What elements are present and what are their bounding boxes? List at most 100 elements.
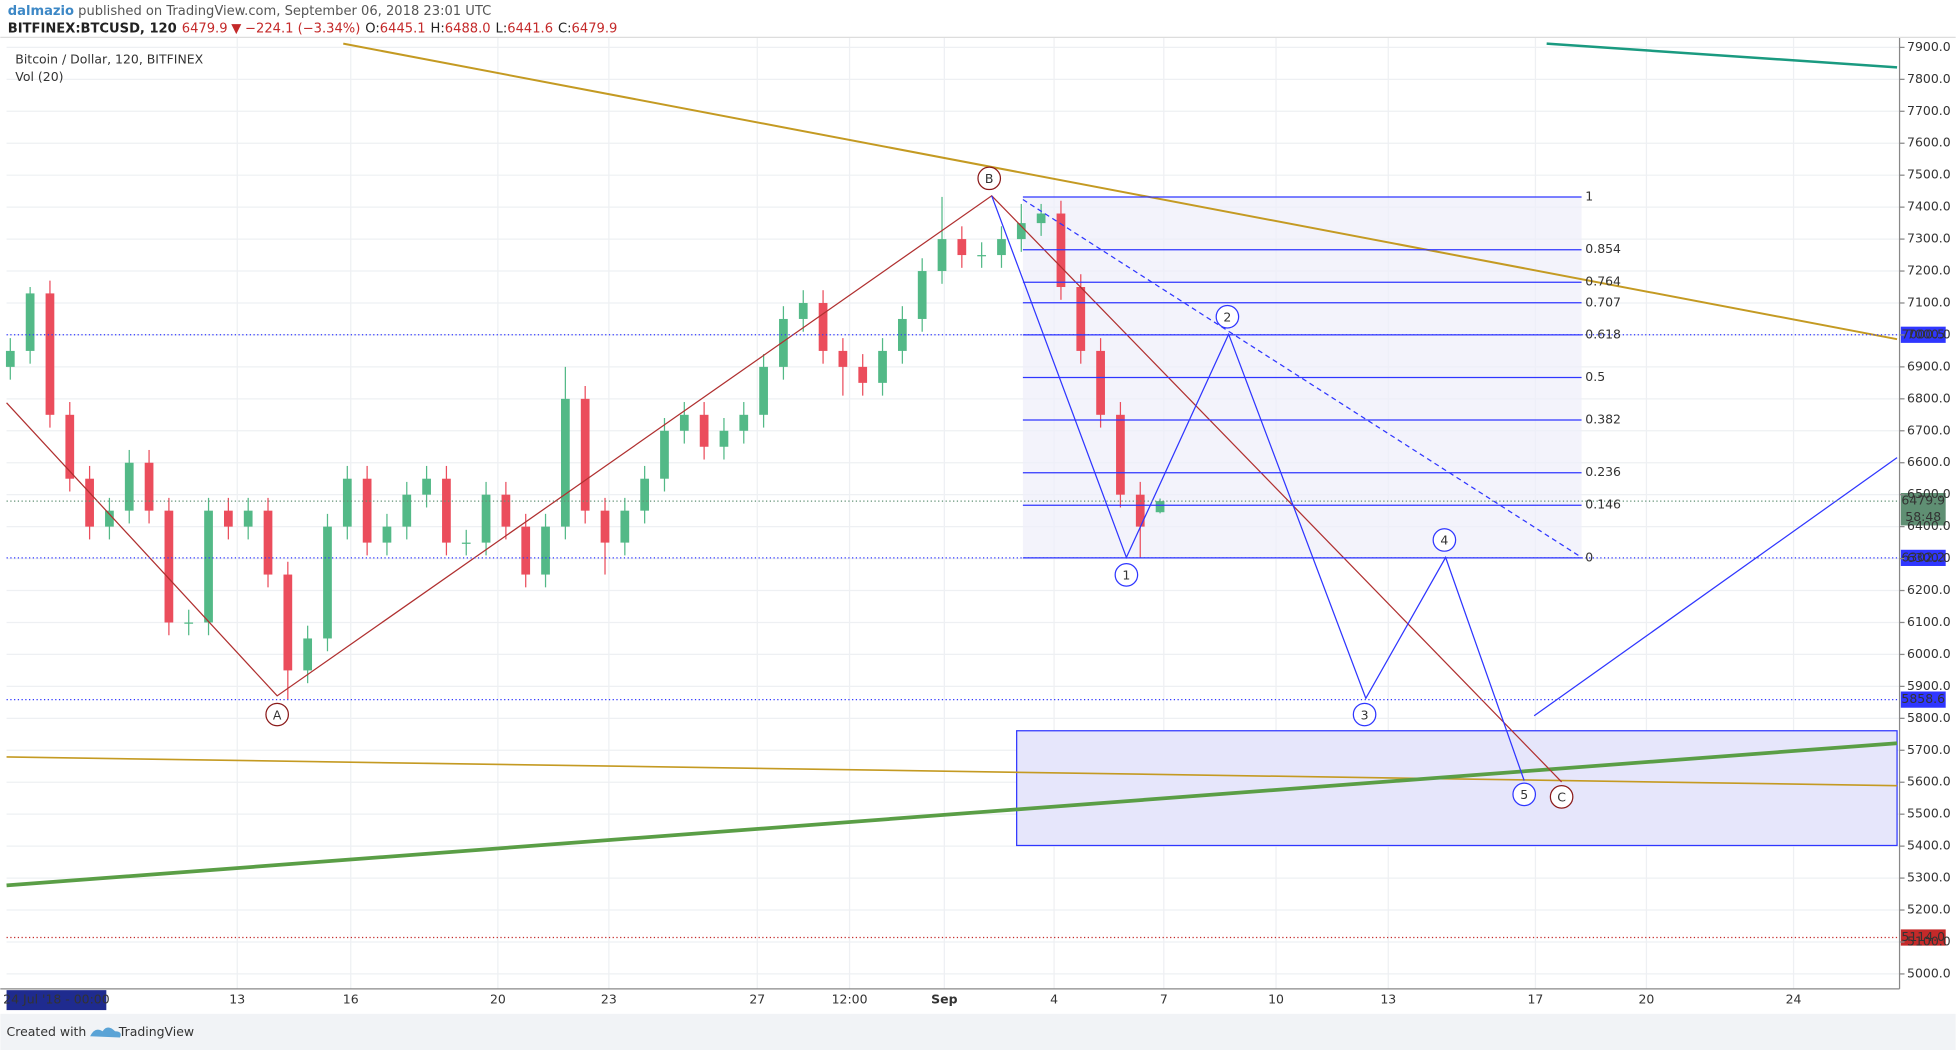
candle <box>283 561 293 700</box>
y-tick-label: 7800.0 <box>1907 71 1951 86</box>
candle-body <box>660 430 669 479</box>
candle-body <box>5 350 15 367</box>
candle <box>442 465 451 556</box>
candle-body <box>1016 223 1026 240</box>
fib-label: 0.382 <box>1585 412 1621 427</box>
trend-line <box>6 741 1898 888</box>
y-tick-label: 7700.0 <box>1907 103 1951 118</box>
candle <box>798 290 808 332</box>
candle-body <box>679 414 689 431</box>
candle-body <box>699 414 709 447</box>
ohlc-value: 6479.9 <box>572 21 618 36</box>
candle-body <box>779 318 788 367</box>
trend-line <box>1546 42 1898 69</box>
candle-body <box>204 510 213 623</box>
fib-label: 0.236 <box>1585 464 1621 479</box>
candle-body <box>997 239 1006 256</box>
candle <box>719 418 729 460</box>
candle-body <box>402 494 412 527</box>
x-tick-label: 12:00 <box>832 992 868 1007</box>
footer-text: Created with <box>7 1024 87 1039</box>
author[interactable]: dalmazio <box>8 4 74 19</box>
candle-body <box>521 526 531 575</box>
candle <box>917 258 927 332</box>
candle <box>818 290 828 364</box>
candle <box>382 513 392 556</box>
candle <box>521 513 531 588</box>
candle-body <box>739 414 749 431</box>
candle <box>105 497 114 540</box>
header-line: dalmazio published on TradingView.com, S… <box>8 4 491 19</box>
fib-diagonal <box>1022 198 1582 558</box>
x-tick-label: 10 <box>1268 992 1284 1007</box>
y-tick-label: 5900.0 <box>1907 678 1951 693</box>
crosshair-label: 24 Jul '18 - 00:00 <box>3 992 110 1007</box>
candle-body <box>878 350 887 383</box>
symbol: BITFINEX:BTCUSD, 120 <box>8 21 177 36</box>
logo <box>90 1027 121 1038</box>
candle <box>1135 481 1145 558</box>
x-tick-label: Sep <box>931 992 957 1007</box>
candle-body <box>85 478 94 527</box>
abc-path <box>6 194 1563 783</box>
candle <box>541 513 550 588</box>
x-tick-label: 27 <box>749 992 765 1007</box>
published: published on TradingView.com, September … <box>74 4 491 19</box>
quote-line: BITFINEX:BTCUSD, 120 6479.9 ▼ −224.1 (−3.34… <box>8 21 618 36</box>
y-tick-label: 7400.0 <box>1907 199 1951 214</box>
x-tick-label: 23 <box>601 992 617 1007</box>
x-tick-label: 7 <box>1160 992 1168 1007</box>
y-tick-label: 7500.0 <box>1907 167 1951 182</box>
y-tick-label: 5000.0 <box>1907 965 1951 980</box>
wave-label: 2 <box>1223 309 1231 324</box>
candle <box>897 306 907 364</box>
ohlc-label: O: <box>365 21 379 36</box>
candle <box>997 226 1006 268</box>
candle <box>838 338 848 396</box>
candle-body <box>937 239 947 272</box>
y-tick-label: 7200.0 <box>1907 263 1951 278</box>
candle <box>739 402 749 444</box>
price-tag-label: 5114.0 <box>1901 929 1945 944</box>
price-tag <box>1900 326 1946 343</box>
candle <box>402 481 412 540</box>
candle-body <box>600 510 610 543</box>
legend-indicator: Vol (20) <box>15 69 63 84</box>
candle-body <box>362 478 372 543</box>
candle-body <box>1135 494 1145 527</box>
wave-label: 4 <box>1440 533 1448 548</box>
candle <box>620 497 630 556</box>
candle-body <box>124 462 134 511</box>
price-tag-label: 5858.6 <box>1901 691 1945 706</box>
candle-body <box>263 510 273 575</box>
candle <box>223 497 233 540</box>
wave-marker <box>1549 785 1574 809</box>
y-tick-label: 5300.0 <box>1907 870 1951 885</box>
candle-body <box>620 510 630 543</box>
candle-body <box>1116 414 1125 495</box>
trend-line <box>6 756 1898 787</box>
candle-body <box>580 398 590 511</box>
plot-area <box>5 196 1165 700</box>
wave-marker <box>1215 304 1240 329</box>
candle <box>362 465 372 556</box>
y-tick-label: 5500.0 <box>1907 806 1951 821</box>
price-tag <box>1900 549 1946 566</box>
candle-body <box>45 293 55 415</box>
candle-body <box>501 494 511 527</box>
wave-label: 5 <box>1520 787 1528 802</box>
fib-label: 0 <box>1585 549 1593 564</box>
candle <box>779 306 788 380</box>
y-tick-label: 5400.0 <box>1907 838 1951 853</box>
candle <box>144 449 154 524</box>
footer-brand[interactable]: TradingView <box>118 1024 194 1039</box>
candle-body <box>917 271 927 319</box>
candle <box>164 497 174 636</box>
price-tag-label: 6479.9 <box>1901 493 1945 508</box>
candle <box>600 497 610 575</box>
candle <box>323 513 332 652</box>
candle-body <box>422 478 431 495</box>
price-tag <box>1900 691 1946 708</box>
